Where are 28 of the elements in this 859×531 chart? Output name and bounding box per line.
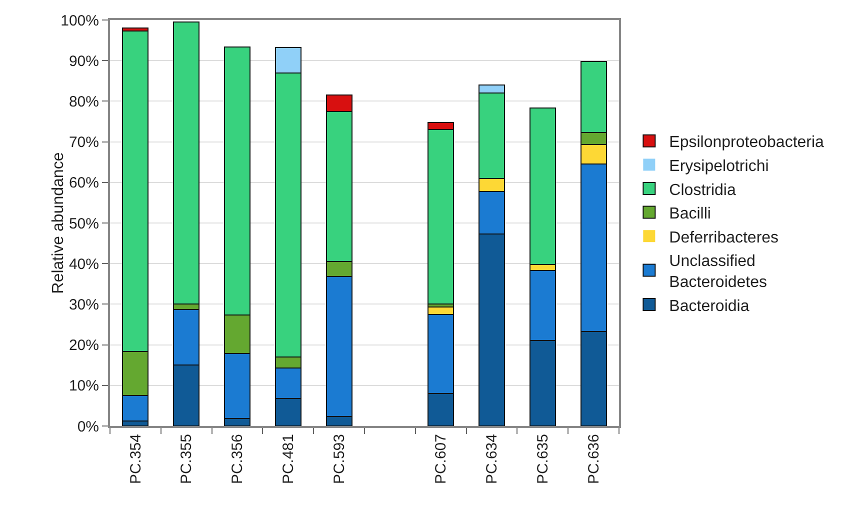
y-tick-label: 70% — [68, 134, 99, 152]
y-tick-label: 20% — [68, 337, 99, 354]
legend-label: Deferribacteres — [669, 229, 779, 246]
y-tick-label: 50% — [68, 215, 99, 232]
x-tick-label: PC.356 — [229, 434, 246, 484]
x-tick-label: PC.636 — [585, 434, 602, 484]
x-tick-label: PC.607 — [432, 434, 450, 484]
x-tick-label: PC.355 — [178, 434, 196, 484]
x-tick-label: PC.593 — [330, 434, 348, 484]
x-tick-label: PC.481 — [280, 434, 298, 484]
y-tick-label: 100% — [60, 12, 99, 30]
y-tick-label: 30% — [68, 296, 99, 314]
x-tick-label: PC.634 — [484, 434, 501, 484]
y-tick-label: 10% — [68, 378, 99, 395]
x-tick-label: PC.354 — [127, 434, 144, 484]
y-tick-label: 90% — [68, 52, 99, 70]
legend-label: Bacteroidia — [669, 298, 750, 315]
legend-label: Epsilonproteobacteria — [669, 134, 824, 152]
y-tick-label: 80% — [68, 93, 99, 110]
legend-label: Unclassified Bacteroidetes — [669, 253, 768, 291]
y-tick-label: 0% — [77, 418, 99, 436]
y-tick-label: 60% — [68, 174, 99, 192]
legend-label: Bacilli — [669, 206, 711, 223]
legend-label: Erysipelotrichi — [669, 158, 769, 175]
y-tick-label: 40% — [68, 256, 99, 273]
x-tick-label: PC.635 — [534, 434, 552, 484]
y-axis-title: Relative abundance — [50, 152, 67, 294]
legend-label: Clostridia — [669, 182, 736, 199]
